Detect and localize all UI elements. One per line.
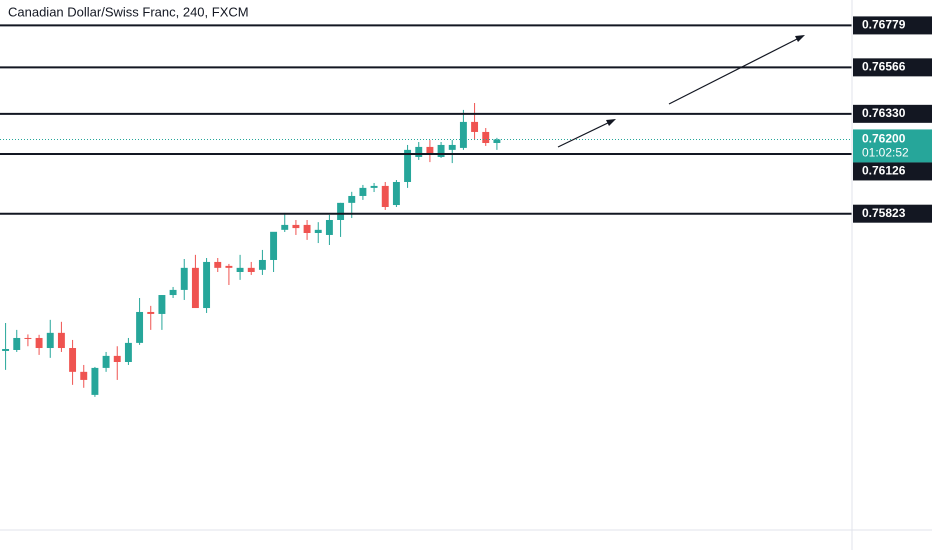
candle-body bbox=[113, 355, 121, 362]
candle-body bbox=[292, 224, 300, 229]
candle-body bbox=[314, 229, 322, 233]
candle-body bbox=[147, 311, 155, 314]
level-label: 0.75823 bbox=[862, 206, 906, 220]
candle-body bbox=[325, 219, 333, 235]
candle-body bbox=[24, 337, 32, 339]
candle-body bbox=[370, 185, 378, 188]
candle-body bbox=[258, 259, 266, 270]
candle-body bbox=[459, 121, 467, 148]
candle-body bbox=[191, 267, 199, 309]
level-box bbox=[853, 16, 932, 35]
candle-body bbox=[426, 146, 434, 156]
candle-body bbox=[158, 295, 166, 314]
candle-body bbox=[169, 289, 177, 296]
candle-body bbox=[225, 265, 233, 268]
candle-body bbox=[437, 144, 445, 157]
candle-body bbox=[57, 332, 65, 349]
candle-body bbox=[46, 332, 54, 349]
level-label: 0.76126 bbox=[862, 164, 906, 178]
candle-body bbox=[303, 224, 311, 233]
last-price-box bbox=[853, 129, 932, 163]
level-box bbox=[853, 58, 932, 77]
arrow-head bbox=[795, 35, 805, 42]
candle-body bbox=[270, 231, 278, 260]
level-box bbox=[853, 204, 932, 223]
candle-body bbox=[493, 139, 501, 143]
level-box bbox=[853, 162, 932, 181]
candle-body bbox=[381, 185, 389, 207]
candle-body bbox=[13, 337, 21, 350]
candle-body bbox=[482, 131, 490, 143]
candle-body bbox=[2, 349, 10, 351]
candle-body bbox=[180, 267, 188, 290]
level-label: 0.76330 bbox=[862, 106, 906, 120]
candle-body bbox=[124, 342, 132, 362]
candle-body bbox=[69, 348, 77, 372]
candle-body bbox=[203, 261, 211, 309]
level-box bbox=[853, 104, 932, 123]
arrow bbox=[668, 35, 804, 105]
candle-body bbox=[348, 195, 356, 203]
last-price-label: 0.76200 bbox=[862, 132, 906, 146]
candle-body bbox=[102, 355, 110, 368]
level-label: 0.76779 bbox=[862, 18, 906, 32]
candle-body bbox=[236, 267, 244, 272]
candle-body bbox=[471, 121, 479, 132]
countdown: 01:02:52 bbox=[862, 146, 909, 160]
arrow bbox=[557, 119, 615, 148]
arrow-head bbox=[606, 119, 616, 126]
candle-body bbox=[91, 367, 99, 395]
candle-body bbox=[281, 224, 289, 230]
candle-body bbox=[80, 371, 88, 380]
candle-body bbox=[392, 181, 400, 206]
candle-body bbox=[247, 267, 255, 272]
chart-title: Canadian Dollar/Swiss Franc, 240, FXCM bbox=[8, 4, 249, 19]
candle-body bbox=[448, 144, 456, 150]
candle-body bbox=[359, 187, 367, 196]
candle-body bbox=[35, 337, 43, 349]
candle-body bbox=[214, 261, 222, 268]
level-label: 0.76566 bbox=[862, 60, 906, 74]
candle-body bbox=[136, 311, 144, 343]
candle-body bbox=[415, 146, 423, 157]
candle-body bbox=[337, 202, 345, 220]
candle-body bbox=[404, 149, 412, 182]
